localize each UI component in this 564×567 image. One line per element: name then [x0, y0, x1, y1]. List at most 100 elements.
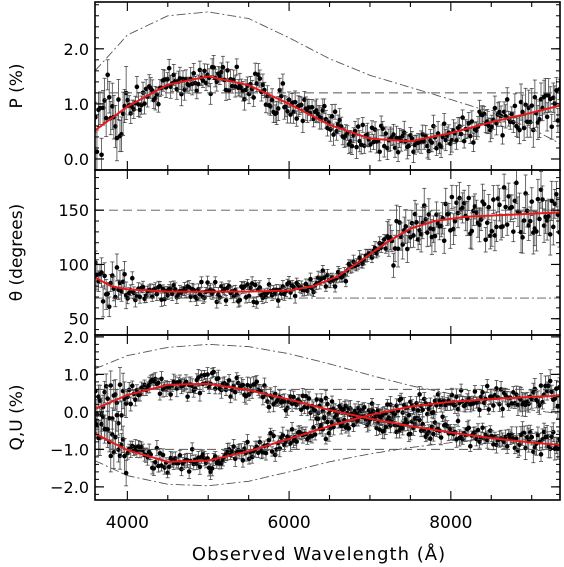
data-point [403, 224, 409, 229]
data-point [377, 149, 382, 155]
data-point [461, 138, 467, 144]
data-point [269, 449, 275, 454]
data-point [300, 118, 306, 124]
data-point [554, 191, 559, 197]
data-point [484, 220, 490, 226]
data-point [288, 112, 293, 117]
data-point [113, 294, 118, 300]
data-point [514, 436, 519, 441]
data-point [332, 284, 338, 289]
data-point [412, 416, 418, 421]
panel-3: −2.0−1.00.01.02.0Q,U (%) [7, 328, 561, 501]
data-point [134, 84, 140, 90]
data-point [520, 235, 525, 240]
data-point [511, 119, 516, 125]
data-point [511, 229, 516, 234]
data-point [165, 292, 170, 298]
data-point [322, 103, 327, 109]
data-point [234, 64, 240, 70]
data-point [486, 407, 492, 412]
data-point [550, 224, 556, 230]
data-point [449, 194, 455, 200]
data-series-1 [95, 170, 560, 318]
data-point [298, 407, 304, 413]
data-point [454, 394, 459, 399]
data-point [500, 406, 505, 412]
data-point [441, 238, 447, 244]
data-point [240, 458, 246, 463]
data-point [225, 68, 230, 73]
data-series-2 [95, 369, 560, 487]
data-point [512, 103, 518, 109]
data-point [142, 101, 147, 106]
data-point [329, 114, 335, 119]
data-point [555, 212, 560, 218]
data-point [381, 237, 387, 242]
data-point [159, 376, 164, 382]
data-point [197, 390, 203, 396]
data-point [549, 124, 555, 130]
data-point [291, 394, 296, 400]
data-point [492, 105, 498, 111]
data-point [208, 91, 213, 97]
data-point [266, 404, 272, 410]
data-point [105, 427, 110, 432]
data-point [323, 284, 329, 289]
model-curve-2 [95, 394, 560, 463]
data-point [245, 439, 250, 445]
plot-area [95, 170, 560, 318]
data-point [117, 382, 123, 388]
data-point [168, 392, 173, 397]
data-point [458, 388, 464, 393]
data-point [166, 464, 172, 470]
data-point [122, 453, 127, 459]
data-point [194, 296, 200, 301]
data-point [431, 410, 436, 415]
data-point [154, 92, 160, 97]
data-point [468, 133, 473, 139]
reference-dashdot-curve [95, 430, 560, 487]
data-point [431, 431, 436, 437]
data-point [123, 470, 129, 476]
data-point [361, 404, 367, 410]
data-point [555, 118, 560, 123]
data-point [331, 132, 336, 137]
data-point [480, 390, 485, 395]
data-point [469, 119, 475, 124]
data-point [205, 372, 210, 377]
data-point [538, 452, 544, 457]
data-point [95, 149, 100, 155]
data-point [509, 204, 515, 210]
data-point [166, 65, 172, 71]
data-point [140, 284, 146, 290]
y-tick-label: 50 [69, 310, 89, 329]
data-point [454, 138, 459, 143]
data-point [534, 229, 539, 234]
data-point [99, 270, 104, 275]
data-point [292, 99, 298, 105]
data-point [544, 114, 550, 120]
data-point [220, 64, 226, 70]
data-point [406, 143, 412, 149]
data-point [547, 378, 553, 384]
data-point [391, 132, 396, 137]
data-point [322, 275, 327, 280]
axes-frame [94, 334, 561, 501]
data-point [480, 425, 485, 431]
data-point [289, 427, 295, 432]
data-point [116, 97, 121, 102]
data-point [540, 197, 545, 202]
data-point [428, 436, 433, 441]
data-point [312, 432, 318, 437]
data-point [298, 102, 304, 108]
data-point [153, 459, 158, 465]
data-point [550, 429, 556, 435]
data-point [266, 437, 272, 443]
data-point [114, 265, 120, 270]
data-point [504, 222, 510, 227]
y-tick-label: 150 [58, 201, 89, 220]
data-point [100, 299, 106, 304]
data-point [217, 295, 223, 300]
data-point [294, 116, 299, 121]
